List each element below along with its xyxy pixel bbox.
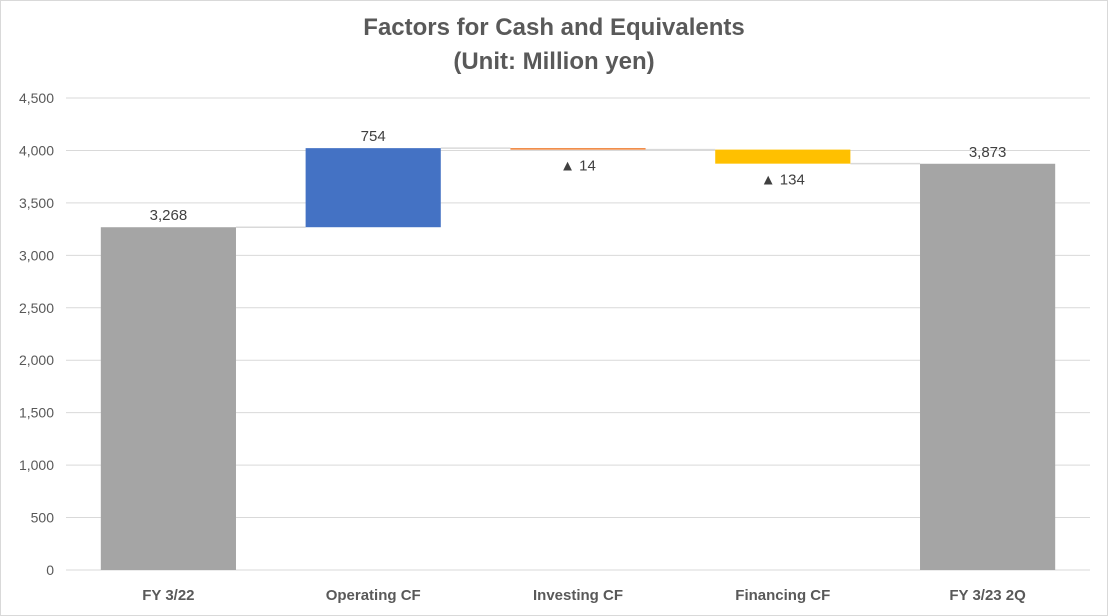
x-tick-label: FY 3/23 2Q: [949, 587, 1026, 604]
bar-operating-cf: [305, 148, 441, 228]
bar-financing-cf: [715, 149, 851, 164]
data-label: ▲ 134: [761, 172, 805, 189]
x-axis: FY 3/22 Operating CF Investing CF Financing…: [142, 587, 1026, 604]
data-label: 3,873: [969, 144, 1007, 161]
bar-fy-3-22: [100, 227, 236, 570]
chart-title: Factors for Cash and Equivalents: [363, 14, 745, 41]
y-tick-label: 3,500: [19, 195, 54, 211]
bar-investing-cf: [510, 148, 646, 150]
x-tick-label: Financing CF: [735, 587, 830, 604]
x-tick-label: Operating CF: [326, 587, 421, 604]
data-label: ▲ 14: [560, 158, 596, 175]
data-label: 754: [361, 128, 386, 145]
connector-lines: [235, 147, 921, 228]
y-tick-label: 500: [31, 510, 55, 526]
y-tick-label: 1,000: [19, 457, 54, 473]
x-tick-label: Investing CF: [533, 587, 623, 604]
y-tick-label: 1,500: [19, 405, 54, 421]
bar-fy-3-23-2q: [920, 163, 1056, 571]
y-tick-label: 4,000: [19, 142, 54, 158]
bars: [100, 148, 1056, 571]
y-tick-label: 4,500: [19, 90, 54, 106]
x-tick-label: FY 3/22: [142, 587, 194, 604]
data-labels: 3,268 754 ▲ 14 ▲ 134 3,873: [150, 128, 1007, 224]
y-axis: 0 500 1,000 1,500 2,000 2,500 3,000 3,500 4,000 4…: [19, 90, 54, 578]
chart-subtitle: (Unit: Million yen): [453, 48, 655, 75]
data-label: 3,268: [150, 207, 188, 224]
y-tick-label: 3,000: [19, 247, 54, 263]
y-tick-label: 2,500: [19, 300, 54, 316]
gridlines: [66, 97, 1090, 571]
y-tick-label: 2,000: [19, 352, 54, 368]
y-tick-label: 0: [46, 562, 54, 578]
